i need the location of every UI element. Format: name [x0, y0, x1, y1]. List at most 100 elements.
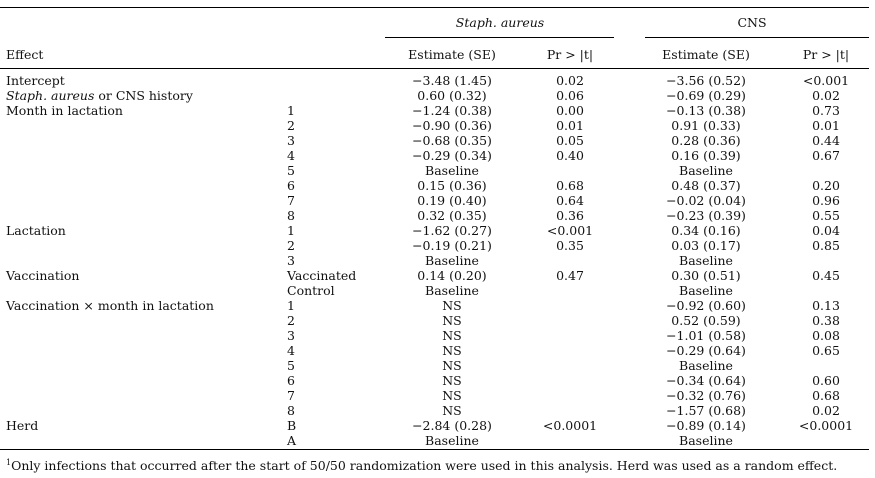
- cns-p-cell: 0.65: [812, 343, 840, 358]
- effect-cell: Vaccination × month in lactation: [6, 298, 214, 313]
- staph-p-cell: 0.06: [556, 88, 584, 103]
- cns-p-cell: 0.96: [812, 193, 840, 208]
- level-cell: 2: [287, 238, 295, 253]
- cns-p-cell: 0.85: [812, 238, 840, 253]
- cns-estimate-cell: 0.34 (0.16): [671, 223, 741, 238]
- level-cell: 7: [287, 193, 295, 208]
- staph-p-cell: <0.0001: [542, 418, 598, 433]
- staph-p-cell: 0.00: [556, 103, 584, 118]
- effect-cell: Vaccination: [6, 268, 80, 283]
- cns-estimate-cell: −0.69 (0.29): [666, 88, 746, 103]
- staph-estimate-cell: −0.90 (0.36): [412, 118, 492, 133]
- cns-p-cell: 0.02: [812, 88, 840, 103]
- effect-cell: Intercept: [6, 73, 65, 88]
- cns-p-cell: 0.73: [812, 103, 840, 118]
- cns-estimate-cell: 0.91 (0.33): [671, 118, 741, 133]
- level-cell: 3: [287, 253, 295, 268]
- level-cell: 2: [287, 313, 295, 328]
- staph-estimate-cell: NS: [442, 343, 462, 358]
- staph-p-cell: 0.68: [556, 178, 584, 193]
- level-cell: Control: [287, 283, 335, 298]
- staph-estimate-cell: Baseline: [425, 433, 479, 448]
- staph-group-rule: [385, 37, 614, 38]
- level-cell: Vaccinated: [287, 268, 357, 283]
- cns-group-rule: [645, 37, 869, 38]
- cns-estimate-cell: Baseline: [679, 283, 733, 298]
- cns-p-cell: <0.001: [802, 73, 850, 88]
- cns-p-cell: 0.38: [812, 313, 840, 328]
- cns-estimate-cell: 0.30 (0.51): [671, 268, 741, 283]
- staph-p-cell: 0.64: [556, 193, 584, 208]
- cns-p-cell: 0.08: [812, 328, 840, 343]
- cns-p-cell: 0.45: [812, 268, 840, 283]
- cns-estimate-cell: −0.32 (0.76): [666, 388, 746, 403]
- footnote: 1Only infections that occurred after the…: [6, 458, 837, 473]
- staph-estimate-cell: Baseline: [425, 163, 479, 178]
- staph-estimate-cell: −0.68 (0.35): [412, 133, 492, 148]
- footnote-marker: 1: [6, 457, 12, 467]
- staph-estimate-cell: NS: [442, 328, 462, 343]
- staph-estimate-cell: NS: [442, 403, 462, 418]
- staph-estimate-cell: NS: [442, 313, 462, 328]
- staph-estimate-cell: NS: [442, 298, 462, 313]
- cns-estimate-cell: −1.01 (0.58): [666, 328, 746, 343]
- staph-estimate-cell: 0.14 (0.20): [417, 268, 487, 283]
- staph-estimate-cell: Baseline: [425, 283, 479, 298]
- level-cell: 1: [287, 223, 295, 238]
- level-cell: A: [287, 433, 297, 448]
- level-cell: 3: [287, 133, 295, 148]
- level-cell: 5: [287, 163, 295, 178]
- cns-p-cell: 0.67: [812, 148, 840, 163]
- level-cell: 6: [287, 178, 295, 193]
- staph-estimate-cell: NS: [442, 358, 462, 373]
- staph-p-cell: 0.02: [556, 73, 584, 88]
- bottom-rule: [0, 449, 869, 450]
- cns-estimate-cell: 0.52 (0.59): [671, 313, 741, 328]
- staph-estimate-cell: 0.19 (0.40): [417, 193, 487, 208]
- footnote-text: Only infections that occurred after the …: [11, 458, 838, 473]
- staph-estimate-cell: −0.19 (0.21): [412, 238, 492, 253]
- cns-estimate-cell: Baseline: [679, 163, 733, 178]
- staph-p-cell: 0.05: [556, 133, 584, 148]
- staph-estimate-cell: 0.32 (0.35): [417, 208, 487, 223]
- staph-p-cell: 0.40: [556, 148, 584, 163]
- cns-estimate-cell: 0.28 (0.36): [671, 133, 741, 148]
- level-cell: 5: [287, 358, 295, 373]
- staph-p-cell: 0.01: [556, 118, 584, 133]
- level-cell: 1: [287, 298, 295, 313]
- cns-estimate-cell: −0.29 (0.64): [666, 343, 746, 358]
- cns-estimate-cell: −3.56 (0.52): [666, 73, 746, 88]
- staph-estimate-cell: 0.15 (0.36): [417, 178, 487, 193]
- cns-estimate-cell: −0.89 (0.14): [666, 418, 746, 433]
- level-cell: B: [287, 418, 297, 433]
- staph-estimate-cell: −1.24 (0.38): [412, 103, 492, 118]
- cns-p-cell: <0.0001: [798, 418, 854, 433]
- staph-estimate-cell: −0.29 (0.34): [412, 148, 492, 163]
- staph-p-cell: <0.001: [546, 223, 594, 238]
- staph-estimate-cell: −1.62 (0.27): [412, 223, 492, 238]
- cns-estimate-cell: −0.92 (0.60): [666, 298, 746, 313]
- level-cell: 6: [287, 373, 295, 388]
- level-cell: 7: [287, 388, 295, 403]
- cns-estimate-header: Estimate (SE): [662, 47, 750, 62]
- header-rule: [0, 68, 869, 69]
- cns-estimate-cell: −0.34 (0.64): [666, 373, 746, 388]
- staph-estimate-cell: NS: [442, 388, 462, 403]
- level-cell: 1: [287, 103, 295, 118]
- effect-cell: Herd: [6, 418, 39, 433]
- staph-estimate-header: Estimate (SE): [408, 47, 496, 62]
- cns-estimate-cell: −1.57 (0.68): [666, 403, 746, 418]
- staph-p-header: Pr > |t|: [546, 47, 594, 62]
- level-cell: 4: [287, 343, 295, 358]
- cns-p-cell: 0.44: [812, 133, 840, 148]
- cns-p-cell: 0.02: [812, 403, 840, 418]
- cns-estimate-cell: −0.23 (0.39): [666, 208, 746, 223]
- staph-estimate-cell: 0.60 (0.32): [417, 88, 487, 103]
- effect-cell-separator: or: [94, 88, 116, 103]
- effect-cell: Lactation: [6, 223, 66, 238]
- cns-estimate-cell: Baseline: [679, 433, 733, 448]
- effect-cell: Month in lactation: [6, 103, 123, 118]
- staph-estimate-cell: Baseline: [425, 253, 479, 268]
- staph-p-cell: 0.47: [556, 268, 584, 283]
- staph-p-cell: 0.35: [556, 238, 584, 253]
